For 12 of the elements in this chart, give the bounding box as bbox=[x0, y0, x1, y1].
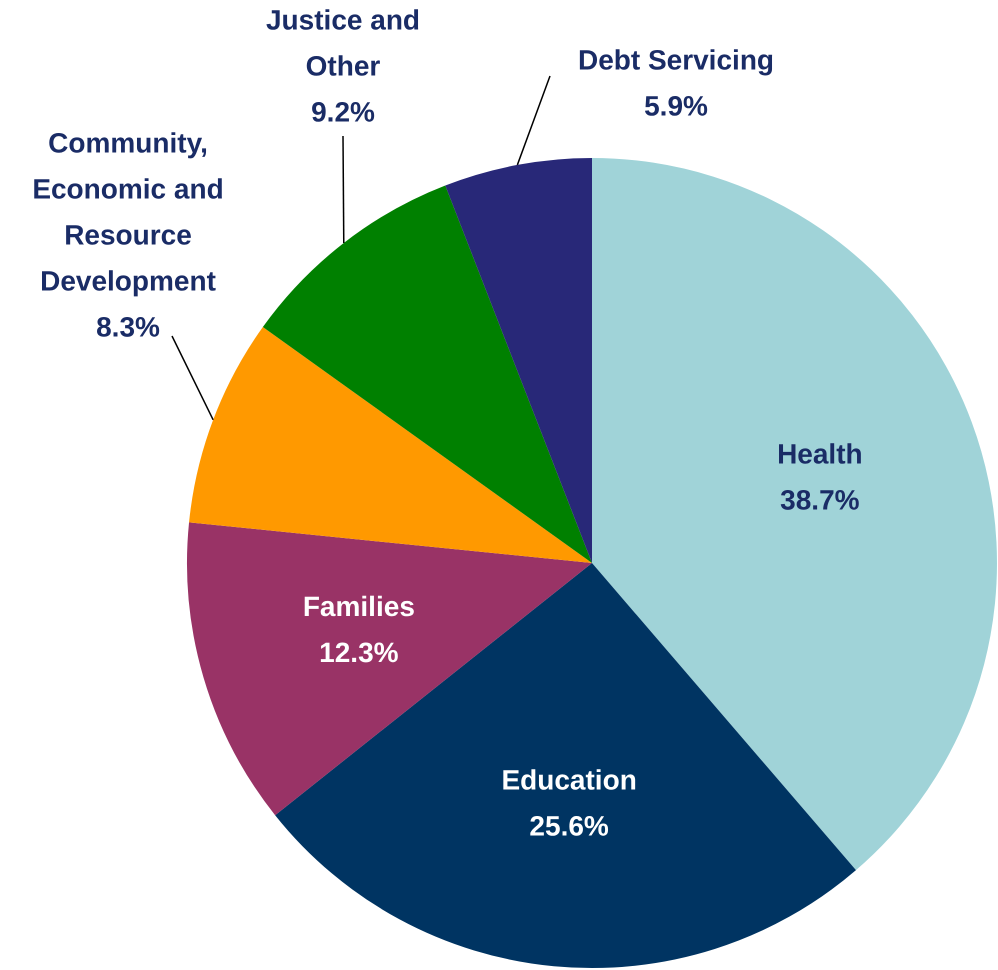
data-label: 8.3% bbox=[96, 312, 160, 343]
data-label: 25.6% bbox=[529, 810, 609, 842]
data-label: 9.2% bbox=[311, 96, 376, 128]
slice-label: Education bbox=[501, 764, 637, 796]
slice-label: Community, Economic and Resource Development bbox=[32, 128, 224, 297]
slice-label: Justice and Other bbox=[266, 4, 420, 82]
data-label: 5.9% bbox=[644, 90, 708, 122]
data-label: 12.3% bbox=[319, 637, 399, 668]
slice-label: Debt Servicing bbox=[578, 44, 774, 76]
slice-label: Health bbox=[777, 438, 863, 470]
data-label: 38.7% bbox=[780, 484, 860, 516]
slice-label: Families bbox=[302, 591, 415, 622]
